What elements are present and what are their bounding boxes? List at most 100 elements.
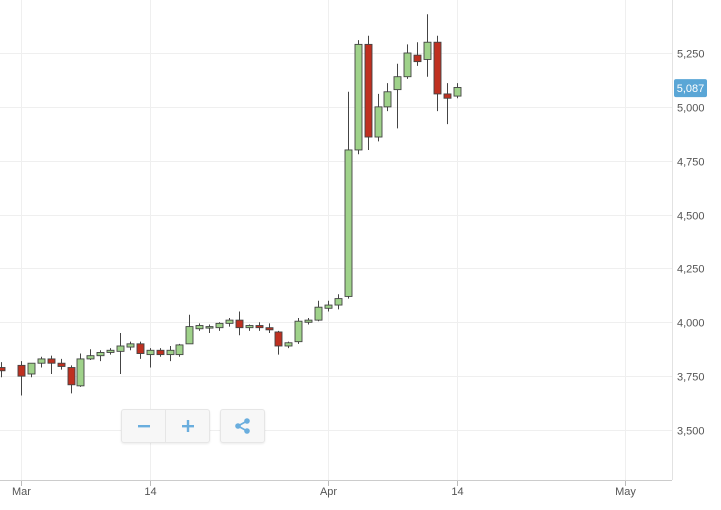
candle <box>433 35 442 112</box>
candle <box>175 343 184 357</box>
candle <box>146 348 155 368</box>
candle-body <box>146 349 155 356</box>
candle <box>334 294 343 310</box>
candle <box>403 44 412 79</box>
candle-body <box>126 343 135 348</box>
candle <box>166 345 175 362</box>
candle <box>86 349 95 360</box>
candle <box>413 42 422 66</box>
share-button[interactable] <box>220 409 265 443</box>
candle-body <box>0 367 6 372</box>
candle <box>423 14 432 77</box>
candle <box>383 83 392 112</box>
zoom-out-button[interactable] <box>122 410 165 442</box>
grid-layer <box>0 0 672 480</box>
candle-body <box>215 322 224 329</box>
candle-body <box>245 325 254 329</box>
x-tick-label: Mar <box>12 486 31 498</box>
candle <box>304 317 313 325</box>
candle-body <box>413 54 422 63</box>
share-icon <box>234 418 250 434</box>
y-tick-label: 5,250 <box>677 49 705 61</box>
candle <box>284 341 293 349</box>
last-price-label: 5,087 <box>677 83 705 95</box>
x-tick-label: Apr <box>320 486 337 498</box>
zoom-controls <box>121 409 210 443</box>
candle-body <box>205 326 214 329</box>
candles-layer <box>0 14 462 396</box>
candle-body <box>156 349 165 356</box>
candle-body <box>185 326 194 345</box>
candle <box>314 300 323 322</box>
candle <box>374 93 383 142</box>
candle-body <box>37 358 46 364</box>
candle-body <box>354 43 363 151</box>
candle-body <box>334 298 343 306</box>
candle-body <box>433 41 442 95</box>
candle-body <box>67 367 76 386</box>
last-price-badge <box>674 79 707 98</box>
candle <box>453 83 462 99</box>
candle <box>294 317 303 344</box>
candle <box>255 322 264 331</box>
candle-body <box>255 325 264 329</box>
candle-body <box>166 349 175 356</box>
candle <box>106 348 115 355</box>
y-tick-label: 4,500 <box>677 211 705 223</box>
candle <box>225 317 234 327</box>
candle <box>67 365 76 394</box>
plus-icon <box>181 420 194 432</box>
candle-body <box>225 319 234 324</box>
candle-body <box>106 349 115 353</box>
candle <box>195 323 204 331</box>
candle <box>185 314 194 345</box>
axis-layer: 3,500 3,750 4,000 4,250 4,500 4,750 5,000 5,250… <box>0 0 707 498</box>
candle-body <box>314 306 323 321</box>
candle <box>344 91 353 299</box>
x-tick-label: 14 <box>451 486 463 498</box>
candle-body <box>453 87 462 97</box>
candle <box>274 330 283 355</box>
candle <box>156 348 165 357</box>
candle <box>205 324 214 334</box>
candle <box>76 353 85 387</box>
candle-body <box>324 304 333 309</box>
candle <box>17 361 26 396</box>
y-tick-label: 4,250 <box>677 264 705 276</box>
candle-body <box>76 358 85 387</box>
candle-body <box>57 362 66 367</box>
candle <box>37 356 46 368</box>
candle <box>235 311 244 336</box>
candle <box>57 358 66 370</box>
candle <box>27 362 36 378</box>
candle-body <box>403 52 412 78</box>
candle <box>245 324 254 331</box>
candle <box>393 63 402 129</box>
x-tick-label: 14 <box>144 486 156 498</box>
candle-body <box>393 76 402 91</box>
candle-body <box>284 342 293 347</box>
y-tick-label: 3,500 <box>677 426 705 438</box>
candle-body <box>274 331 283 347</box>
candle <box>443 83 452 125</box>
candle <box>364 35 373 150</box>
candle-body <box>265 327 274 331</box>
candle <box>96 350 105 362</box>
y-tick-label: 5,000 <box>677 103 705 115</box>
y-tick-label: 3,750 <box>677 372 705 384</box>
candle <box>116 333 125 374</box>
y-tick-label: 4,750 <box>677 157 705 169</box>
candle-body <box>294 320 303 343</box>
candle-body <box>175 344 184 356</box>
candle-body <box>374 106 383 138</box>
candle-body <box>364 43 373 138</box>
candle-body <box>423 41 432 60</box>
candle <box>0 362 6 378</box>
candle <box>324 300 333 312</box>
candle-body <box>195 325 204 330</box>
y-tick-label: 4,000 <box>677 318 705 330</box>
zoom-in-button[interactable] <box>165 410 209 442</box>
candle-body <box>47 358 56 364</box>
candle <box>265 323 274 334</box>
